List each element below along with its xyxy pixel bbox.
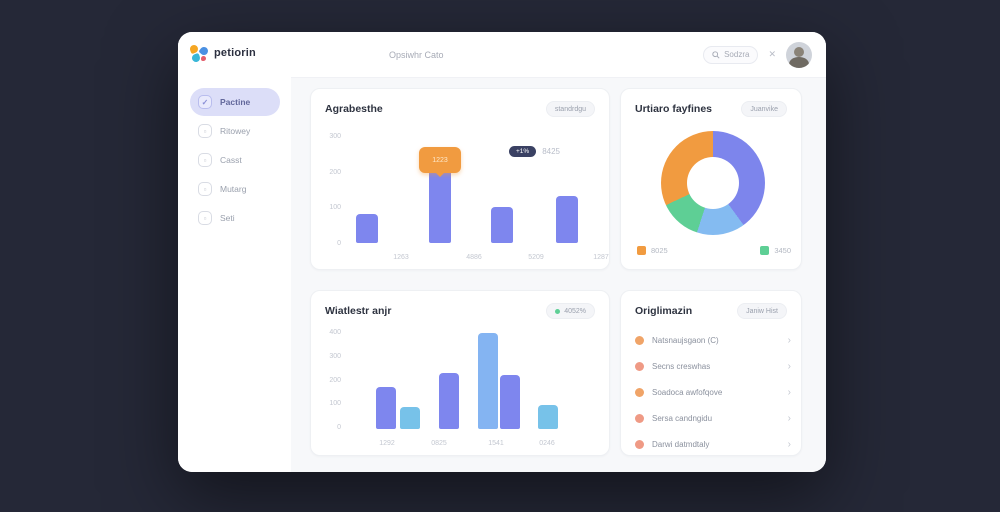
x-axis-label: 0825 [431,440,447,447]
card-title: Agrabesthe [325,103,383,115]
sidebar-item-4[interactable]: ▫ Mutarg [190,175,280,203]
activity-chart-card: Agrabesthe standrdgu 300 200 100 0 1223 [310,88,610,270]
green-swatch [760,246,770,255]
bullet-icon [635,361,644,371]
bullet-icon [635,413,644,423]
trend-chart-card: Wiatlestr anjr 4052% 400 300 200 100 0 [310,290,610,456]
page-title: Opsiwhr Cato [389,49,444,60]
sidebar-item-1[interactable]: ✓ Pactine [190,88,280,116]
filter-badge[interactable]: Juanvike [741,101,787,117]
logo-pinwheel-icon [188,43,210,64]
bullet-icon [635,387,644,397]
bar-tooltip: 1223 [419,147,461,173]
x-axis-label: 1541 [488,440,504,447]
bar-plot [345,135,595,243]
main-area: Opsiwhr Cato Sodzra ✕ [291,32,826,472]
x-axis-label: 4886 [466,254,482,261]
bar[interactable] [538,404,558,429]
list-item[interactable]: Natsnaujsgaon (C) › [635,327,791,353]
sidebar-item-3[interactable]: ▫ Casst [190,146,280,174]
close-icon[interactable]: ✕ [768,49,776,59]
list-card: Origlimazin Janiw Hist Natsnaujsgaon (C)… [620,290,802,456]
period-filter-badge[interactable]: standrdgu [545,101,595,117]
card-title: Urtiaro fayfines [635,103,713,115]
bar[interactable] [491,207,513,243]
gear-icon: ▫ [198,211,212,225]
sidebar-item-2[interactable]: ▫ Ritowey [190,117,280,145]
search-input[interactable]: Sodzra [703,45,759,64]
bar[interactable] [478,333,498,429]
trend-pill: +1% [509,146,537,157]
check-circle-icon: ✓ [198,95,212,109]
avatar-head [794,46,804,57]
content-area: Agrabesthe standrdgu 300 200 100 0 1223 [291,78,826,472]
bar-plot [345,331,597,429]
orange-swatch [637,246,646,255]
folder-icon: ▫ [198,124,212,138]
bar[interactable] [400,406,420,429]
sidebar-item-label: Mutarg [220,184,247,194]
sidebar-item-5[interactable]: ▫ Seti [190,204,280,232]
list-item[interactable]: Soadoca awfofqove › [635,379,791,405]
chart-icon: ▫ [198,153,212,167]
chevron-right-icon: › [787,438,791,450]
logo-text: petiorin [214,47,256,59]
item-list: Natsnaujsgaon (C) › Secns creswhas › Soa… [635,327,791,457]
card-title: Wiatlestr anjr [325,305,392,317]
donut-chart[interactable] [661,131,765,235]
dashboard-window: petiorin ✓ Pactine ▫ Ritowey ▫ Casst ▫ M… [178,32,826,472]
sidebar-item-label: Casst [220,155,242,165]
donut-chart-card: Urtiaro fayfines Juanvike 8025 3450 [620,88,802,270]
bar[interactable] [439,372,459,429]
green-dot-icon [555,308,561,314]
chevron-right-icon: › [787,360,791,372]
x-axis-label: 1292 [379,440,395,447]
list-filter-badge[interactable]: Janiw Hist [737,303,787,319]
search-text: Sodzra [724,50,750,59]
bar[interactable] [429,169,451,243]
bar[interactable] [376,387,396,429]
card-title: Origlimazin [635,305,693,317]
chevron-right-icon: › [787,386,791,398]
trend-badge-label: 4052% [564,307,586,315]
chevron-right-icon: › [787,412,791,424]
y-axis-ticks: 300 200 100 0 [329,133,341,247]
chart-legend: +1% 8425 [509,146,560,157]
bullet-icon [635,335,644,345]
sidebar-item-label: Ritowey [220,126,251,136]
y-axis-ticks: 400 300 200 100 0 [329,329,341,431]
bar[interactable] [356,214,378,243]
mail-icon: ▫ [198,182,212,196]
bar[interactable] [500,375,520,429]
x-axis-label: 1287 [593,254,609,261]
logo[interactable]: petiorin [188,43,256,64]
bullet-icon [635,439,644,449]
x-axis-label: 0246 [539,440,555,447]
x-axis-label: 1263 [393,254,409,261]
top-bar: Opsiwhr Cato Sodzra ✕ [291,32,826,78]
trend-badge[interactable]: 4052% [546,303,595,319]
legend-item: 8025 [637,246,668,255]
list-item[interactable]: Darwi datmdtaly › [635,431,791,457]
avatar-shoulders [789,56,809,68]
avatar[interactable] [786,41,812,68]
donut-legend: 8025 3450 [637,246,791,255]
list-item[interactable]: Sersa candngidu › [635,405,791,431]
legend-label: 8025 [651,246,668,255]
legend-value: 8425 [542,147,560,156]
legend-label: 3450 [774,246,791,255]
sidebar-item-label: Seti [220,213,235,223]
bar[interactable] [556,196,578,243]
chevron-right-icon: › [787,334,791,346]
sidebar-nav: ✓ Pactine ▫ Ritowey ▫ Casst ▫ Mutarg ▫ [190,88,280,233]
sidebar: petiorin ✓ Pactine ▫ Ritowey ▫ Casst ▫ M… [178,32,291,472]
legend-item: 3450 [760,246,791,255]
top-bar-right: Sodzra ✕ [703,41,812,68]
list-item[interactable]: Secns creswhas › [635,353,791,379]
sidebar-item-label: Pactine [220,97,251,107]
search-icon [712,50,720,59]
x-axis-label: 5209 [528,254,544,261]
